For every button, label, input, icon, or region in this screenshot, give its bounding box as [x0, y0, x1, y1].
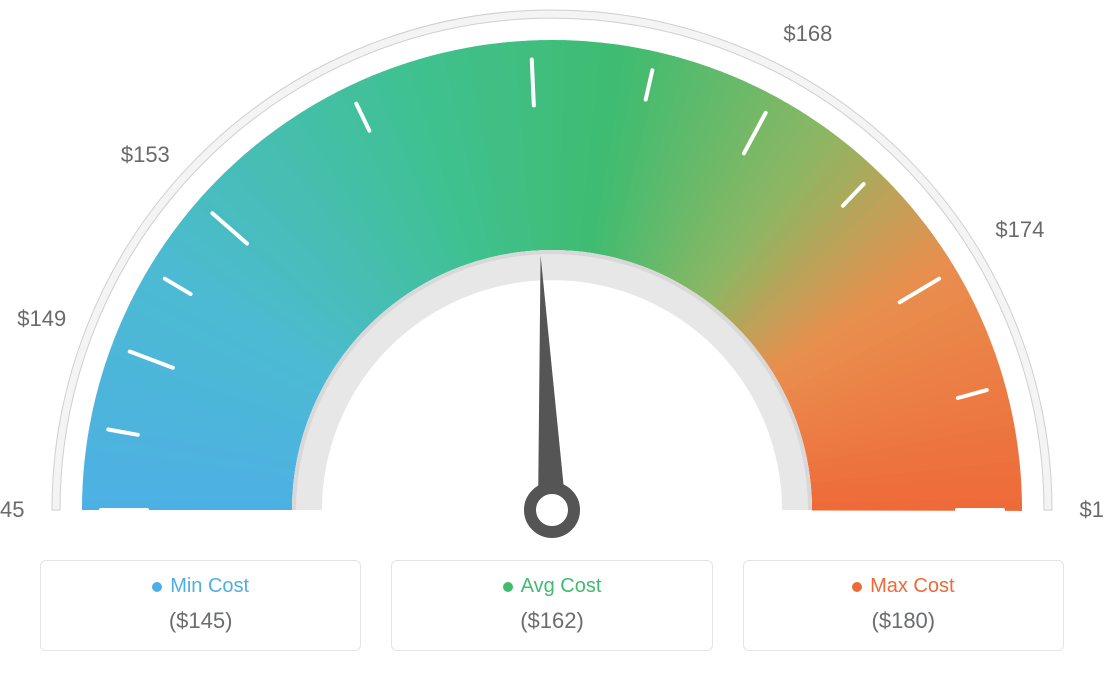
- legend-card: Max Cost ($180): [743, 560, 1064, 651]
- gauge-tick-label: $153: [121, 142, 170, 168]
- legend-row: Min Cost ($145) Avg Cost ($162) Max Cost ($18…: [0, 560, 1104, 651]
- gauge-tick-label: $174: [995, 217, 1044, 243]
- gauge-chart: $145$149$153$162$168$174$180: [0, 0, 1104, 560]
- gauge-tick-label: $149: [17, 306, 66, 332]
- legend-title-text: Avg Cost: [521, 575, 602, 598]
- legend-title-text: Min Cost: [170, 575, 249, 598]
- legend-title: Max Cost: [852, 575, 954, 598]
- legend-dot-icon: [152, 582, 162, 592]
- legend-card: Avg Cost ($162): [391, 560, 712, 651]
- gauge-tick-label: $180: [1080, 497, 1104, 523]
- legend-title: Avg Cost: [503, 575, 602, 598]
- gauge-needle: [538, 255, 566, 510]
- legend-title: Min Cost: [152, 575, 249, 598]
- legend-dot-icon: [503, 582, 513, 592]
- legend-dot-icon: [852, 582, 862, 592]
- gauge-tick-label: $168: [783, 21, 832, 47]
- legend-value: ($162): [392, 608, 711, 634]
- legend-title-text: Max Cost: [870, 575, 954, 598]
- legend-card: Min Cost ($145): [40, 560, 361, 651]
- gauge-svg: [0, 0, 1104, 560]
- gauge-needle-hub: [530, 488, 574, 532]
- gauge-tick-label: $145: [0, 497, 24, 523]
- legend-value: ($145): [41, 608, 360, 634]
- legend-value: ($180): [744, 608, 1063, 634]
